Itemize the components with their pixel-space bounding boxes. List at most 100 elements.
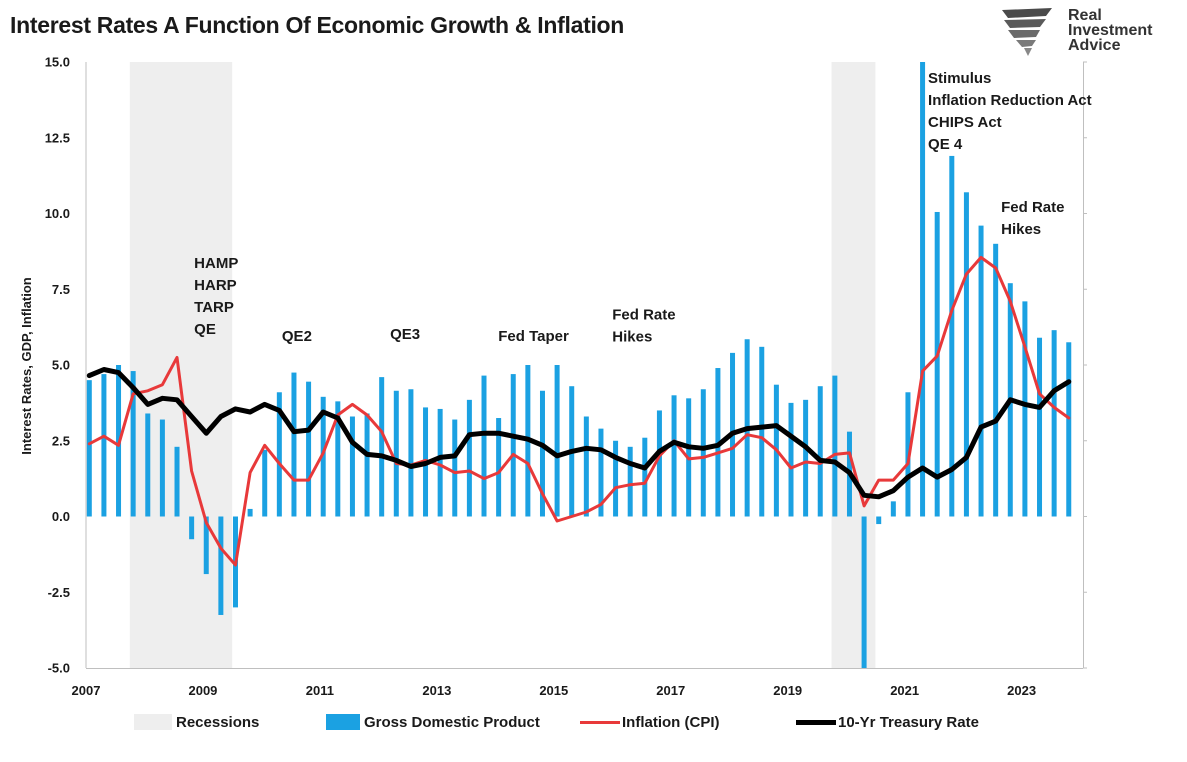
annotation-line: Hikes [612,329,652,346]
gdp-bar [320,396,326,517]
series-lines [86,255,1072,567]
annotation-line: QE 4 [928,136,963,153]
gdp-bar [510,374,516,517]
legend-swatch-cpi [580,720,620,724]
gdp-bar [203,516,209,575]
gdp-bar [861,516,867,668]
legend-swatch-recessions [134,714,172,730]
annotation-0: HAMP HARP TARP QE [194,255,238,338]
annotation-5: Stimulus Inflation Reduction Act CHIPS Act… [928,70,1092,153]
annotation-2: QE3 [390,326,420,343]
annotation-line: QE [194,321,216,338]
recession-bands [129,62,876,668]
annotation-line: Fed Rate [612,307,675,324]
gdp-bar [349,416,355,517]
gdp-bar [276,392,282,517]
treasury-line [86,367,1072,500]
x-tick-label: 2021 [890,683,919,698]
gdp-bar [101,374,107,517]
gdp-bar [832,375,838,517]
gdp-bar [817,386,823,517]
gdp-bar [481,375,487,517]
gdp-bar [539,390,545,517]
gdp-bar [218,516,224,615]
x-tick-label: 2015 [539,683,568,698]
brand-line-1: Real [1068,7,1102,24]
cpi-line [87,255,1071,567]
gdp-bar [364,413,370,517]
annotation-line: HARP [194,277,237,294]
gdp-bar [408,389,414,517]
brand-wordmark: Real Investment Advice [1068,7,1152,54]
brand-logo: Real Investment Advice [996,4,1186,58]
gdp-bar [189,516,195,540]
gdp-bar [876,516,882,525]
x-tick-label: 2019 [773,683,802,698]
chart-title: Interest Rates A Function Of Economic Gr… [10,12,625,38]
gdp-bar [262,449,268,517]
gdp-bar [949,155,955,517]
gdp-bar [130,371,136,517]
annotations: HAMP HARP TARP QE QE2 QE3 Fed Taper Fed Rate Hik… [194,70,1091,345]
annotation-line: CHIPS Act [928,114,1002,131]
gdp-bar [656,410,662,517]
gdp-bar [379,377,385,517]
annotation-line: QE2 [282,328,312,345]
legend-item-cpi: Inflation (CPI) [580,710,720,734]
legend: Recessions Gross Domestic Product Inflat… [130,710,1070,734]
gdp-bar [1066,342,1072,517]
gdp-bar [1022,301,1028,517]
recession-band-0 [129,62,233,668]
gdp-bar [700,389,706,517]
legend-label-gdp: Gross Domestic Product [364,713,540,731]
gdp-bar [803,399,809,517]
gdp-bar [788,402,794,517]
gdp-bar [1051,330,1057,517]
gdp-bar [759,346,765,517]
gdp-bar [978,225,984,517]
gdp-bar [437,408,443,517]
gdp-bar [306,381,312,517]
gdp-bar [86,380,92,517]
annotation-line: TARP [194,299,234,316]
gdp-bar [627,446,633,517]
gdp-bar [496,418,502,517]
legend-label-recessions: Recessions [176,713,260,731]
gdp-bar [466,399,472,517]
gdp-bar [335,401,341,517]
y-tick-label: 7.5 [52,282,70,297]
x-tick-label: 2013 [422,683,451,698]
gdp-bar [642,437,648,517]
x-tick-label: 2007 [72,683,101,698]
gdp-bar [890,501,896,517]
legend-item-recessions: Recessions [134,710,259,734]
legend-swatch-gdp [326,714,360,730]
y-tick-label: 2.5 [52,433,70,448]
gdp-bar [1037,337,1043,517]
gdp-bar [159,419,165,517]
gdp-bar [993,243,999,517]
recession-band-1 [831,62,876,668]
y-tick-label: -5.0 [48,661,70,676]
gdp-bar [920,62,926,517]
legend-item-gdp: Gross Domestic Product [326,710,540,734]
gdp-bar [934,211,940,517]
annotation-line: Inflation Reduction Act [928,92,1092,109]
gdp-bar [452,419,458,517]
annotation-line: HAMP [194,255,238,272]
y-tick-label: 10.0 [45,206,70,221]
gdp-bar [393,390,399,517]
gdp-bar [963,192,969,517]
y-tick-label: 12.5 [45,130,70,145]
legend-label-cpi: Inflation (CPI) [622,713,720,731]
gdp-bar [598,428,604,517]
annotation-line: QE3 [390,326,420,343]
annotation-line: Stimulus [928,70,991,87]
x-tick-label: 2011 [306,683,334,698]
annotation-4: Fed Rate Hikes [612,307,675,346]
annotation-line: Hikes [1001,221,1041,238]
y-tick-label: 5.0 [52,358,70,373]
gdp-bar [671,395,677,517]
